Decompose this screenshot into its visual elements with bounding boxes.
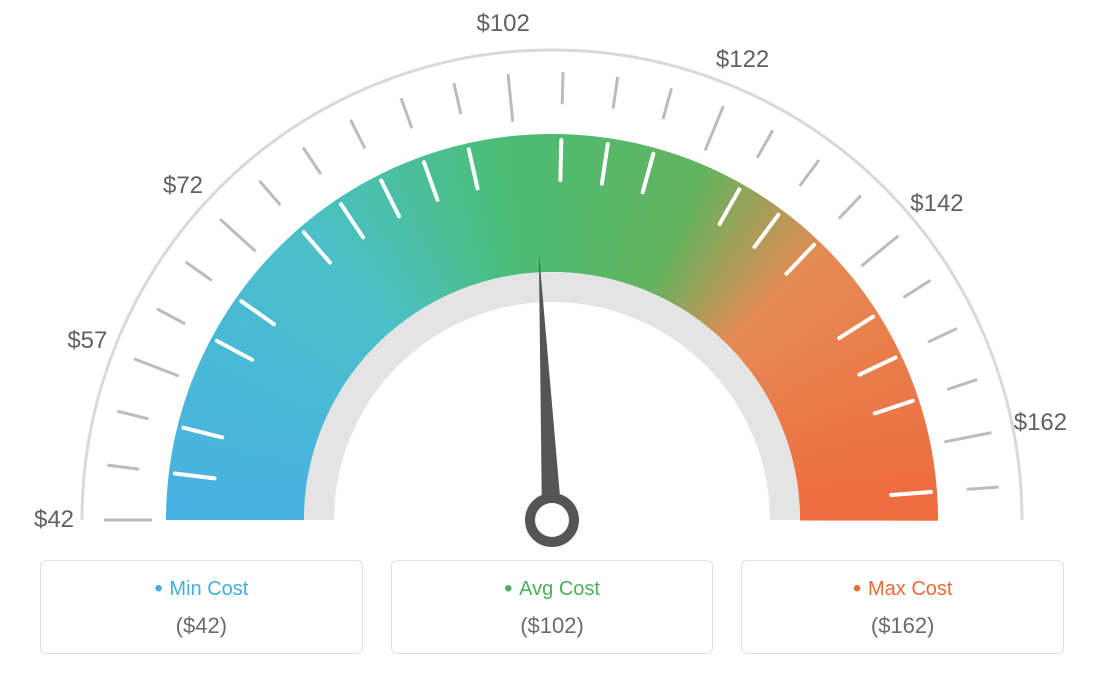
- gauge-tick-label: $72: [163, 172, 203, 200]
- legend-min-title: Min Cost: [51, 575, 352, 603]
- gauge-tick-label: $142: [910, 190, 963, 218]
- legend-min-value: ($42): [51, 613, 352, 639]
- legend-avg-value: ($102): [402, 613, 703, 639]
- gauge-tick-label: $102: [476, 10, 529, 38]
- gauge-tick-label: $42: [34, 506, 74, 534]
- legend-max-card: Max Cost ($162): [741, 560, 1064, 654]
- gauge-tick-label: $57: [67, 327, 107, 355]
- legend-min-card: Min Cost ($42): [40, 560, 363, 654]
- legend-max-value: ($162): [752, 613, 1053, 639]
- gauge-tick-label: $162: [1014, 409, 1067, 437]
- gauge-svg: [0, 0, 1104, 560]
- gauge-chart: $42 $57 $72 $102 $122 $142 $162: [0, 0, 1104, 560]
- legend-avg-title: Avg Cost: [402, 575, 703, 603]
- legend-max-title: Max Cost: [752, 575, 1053, 603]
- legend-row: Min Cost ($42) Avg Cost ($102) Max Cost …: [0, 560, 1104, 674]
- gauge-tick-label: $122: [716, 46, 769, 74]
- legend-avg-card: Avg Cost ($102): [391, 560, 714, 654]
